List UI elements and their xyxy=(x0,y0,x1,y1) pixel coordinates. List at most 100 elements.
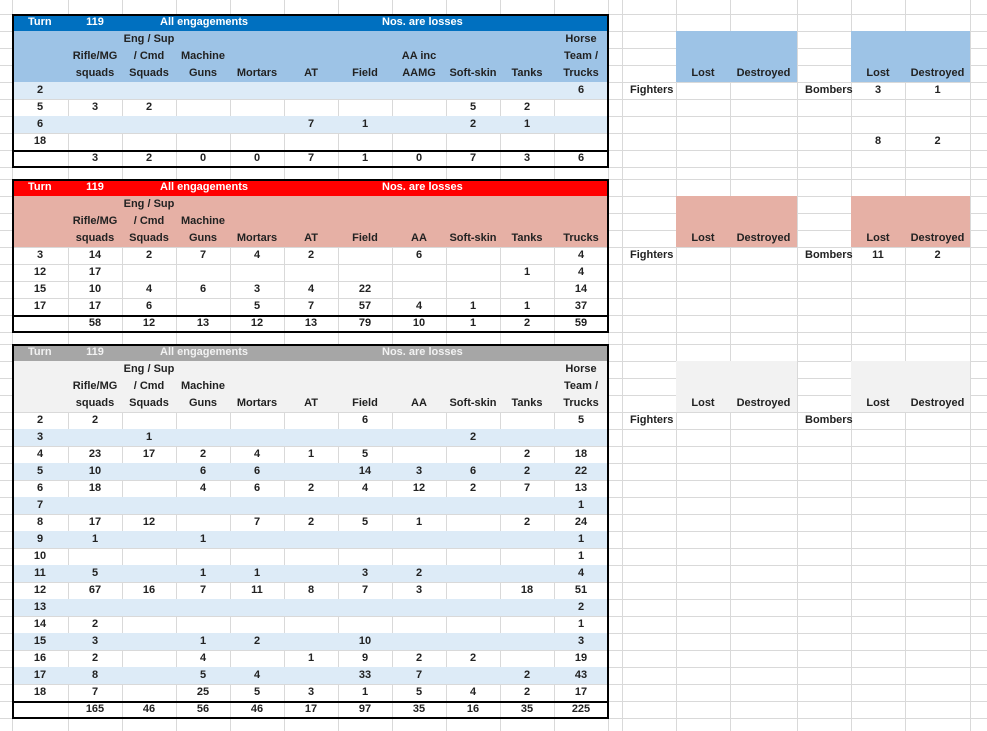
total-cell: 10 xyxy=(412,317,426,329)
cell: 3 xyxy=(253,283,261,295)
column-header: Trucks xyxy=(563,397,599,409)
total-cell: 1 xyxy=(361,152,369,164)
cell: 6 xyxy=(199,283,207,295)
cell: 23 xyxy=(88,448,102,460)
column-header: Tanks xyxy=(511,232,543,244)
panel-column-header: Lost xyxy=(866,67,890,79)
total-cell: 56 xyxy=(196,703,210,715)
column-header: squads xyxy=(75,397,115,409)
row-band xyxy=(12,429,608,446)
cell: 1 xyxy=(577,499,585,511)
cell: 7 xyxy=(199,249,207,261)
panel-column-header: Lost xyxy=(691,67,715,79)
total-cell: 2 xyxy=(523,317,531,329)
cell: 9 xyxy=(361,652,369,664)
header-text: All engagements xyxy=(160,346,249,358)
total-cell: 6 xyxy=(577,152,585,164)
panel-column-header: Lost xyxy=(866,397,890,409)
turn-cell: 11 xyxy=(34,567,46,579)
column-header: / Cmd xyxy=(133,215,165,227)
column-header: Tanks xyxy=(511,67,543,79)
grid-line xyxy=(0,281,987,282)
cell: 8 xyxy=(91,669,99,681)
cell: 1 xyxy=(577,550,585,562)
panel-cell: 2 xyxy=(934,249,941,261)
turn-cell: 12 xyxy=(33,584,47,596)
cell: 17 xyxy=(142,448,156,460)
cell: 17 xyxy=(88,266,102,278)
column-header: Machine xyxy=(180,50,225,62)
grid-line xyxy=(0,412,987,413)
grid-line xyxy=(970,0,971,731)
column-header: Machine xyxy=(180,215,225,227)
cell: 1 xyxy=(523,300,531,312)
cell: 5 xyxy=(253,300,261,312)
total-cell: 165 xyxy=(85,703,105,715)
total-cell: 2 xyxy=(145,152,153,164)
row-band xyxy=(12,667,608,684)
row-band xyxy=(12,531,608,548)
cell: 17 xyxy=(88,516,102,528)
cell: 1 xyxy=(199,567,207,579)
header-text: All engagements xyxy=(160,181,249,193)
cell: 4 xyxy=(361,482,369,494)
cell: 2 xyxy=(523,101,531,113)
cell: 2 xyxy=(523,669,531,681)
column-header: Guns xyxy=(188,397,218,409)
cell: 1 xyxy=(469,300,477,312)
cell: 2 xyxy=(199,448,207,460)
table-border xyxy=(12,179,609,333)
column-header: Guns xyxy=(188,232,218,244)
cell: 3 xyxy=(415,584,423,596)
cell: 3 xyxy=(361,567,369,579)
grid-line xyxy=(0,548,987,549)
cell: 3 xyxy=(91,101,99,113)
cell: 4 xyxy=(145,283,153,295)
cell: 2 xyxy=(145,249,153,261)
cell: 18 xyxy=(88,482,102,494)
column-header: Rifle/MG xyxy=(72,380,118,392)
cell: 1 xyxy=(253,567,261,579)
cell: 1 xyxy=(199,635,207,647)
cell: 5 xyxy=(91,567,99,579)
column-header: AAMG xyxy=(402,67,436,79)
column-header: / Cmd xyxy=(133,380,165,392)
cell: 10 xyxy=(88,283,102,295)
turn-cell: 7 xyxy=(36,499,44,511)
grid-line xyxy=(0,298,987,299)
header-bar xyxy=(12,179,608,196)
table-border xyxy=(12,344,609,719)
cell: 5 xyxy=(361,448,369,460)
cell: 18 xyxy=(520,584,534,596)
cell: 1 xyxy=(91,533,99,545)
cell: 19 xyxy=(574,652,588,664)
cell: 13 xyxy=(574,482,588,494)
panel-cell: 1 xyxy=(934,84,941,96)
turn-cell: 14 xyxy=(33,618,47,630)
total-cell: 13 xyxy=(304,317,318,329)
cell: 1 xyxy=(577,618,585,630)
turn-cell: 6 xyxy=(36,118,44,130)
panel-cell: 8 xyxy=(874,135,882,147)
cell: 2 xyxy=(469,431,477,443)
column-header: AA xyxy=(411,397,427,409)
panel-header-bg xyxy=(676,31,797,82)
row-band xyxy=(12,565,608,582)
cell: 37 xyxy=(574,300,588,312)
column-header: Soft-skin xyxy=(449,232,497,244)
cell: 4 xyxy=(199,652,207,664)
column-header: AA xyxy=(411,232,427,244)
cell: 2 xyxy=(91,414,99,426)
total-cell: 35 xyxy=(520,703,534,715)
header-text: Turn xyxy=(28,346,52,358)
grid-line xyxy=(0,99,987,100)
column-header: Squads xyxy=(129,397,169,409)
cell: 2 xyxy=(415,567,423,579)
column-header: squads xyxy=(75,67,115,79)
grid-line xyxy=(0,684,987,685)
cell: 3 xyxy=(415,465,423,477)
cell: 1 xyxy=(523,118,531,130)
panel-cell: 2 xyxy=(934,135,941,147)
cell: 2 xyxy=(253,635,261,647)
column-header: Team / xyxy=(563,380,599,392)
